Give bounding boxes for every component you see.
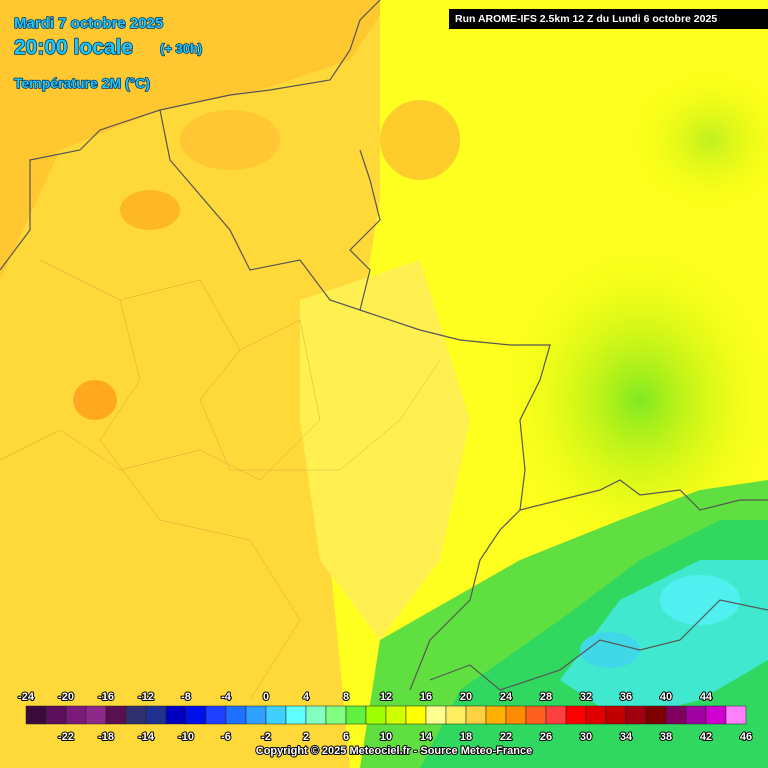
legend-label: 34 bbox=[620, 731, 633, 743]
legend-swatch bbox=[485, 705, 507, 725]
legend-label: 32 bbox=[580, 691, 592, 703]
legend-swatch bbox=[645, 705, 667, 725]
legend-swatch bbox=[385, 705, 407, 725]
legend-label: -24 bbox=[18, 691, 35, 703]
legend-label: -18 bbox=[98, 731, 114, 743]
legend-label: 12 bbox=[380, 691, 392, 703]
legend-label: 38 bbox=[660, 731, 672, 743]
legend-label: -16 bbox=[98, 691, 114, 703]
legend-swatch bbox=[145, 705, 167, 725]
legend-swatch bbox=[285, 705, 307, 725]
legend-swatch bbox=[445, 705, 467, 725]
legend-label: -8 bbox=[181, 691, 191, 703]
legend-swatch bbox=[345, 705, 367, 725]
legend-label: 8 bbox=[343, 691, 349, 703]
legend-label: 4 bbox=[303, 691, 310, 703]
legend-swatch bbox=[505, 705, 527, 725]
legend-label: 22 bbox=[500, 731, 512, 743]
legend-swatch bbox=[165, 705, 187, 725]
legend-swatch bbox=[425, 705, 447, 725]
time: 20:00 locale bbox=[14, 36, 133, 59]
legend-swatch bbox=[185, 705, 207, 725]
legend-swatch bbox=[245, 705, 267, 725]
legend-swatch bbox=[225, 705, 247, 725]
legend-label: 40 bbox=[660, 691, 672, 703]
legend-swatch bbox=[605, 705, 627, 725]
legend-label: -4 bbox=[221, 691, 232, 703]
legend-label: -12 bbox=[138, 691, 154, 703]
legend-swatch bbox=[25, 705, 47, 725]
copyright: Copyright © 2025 Meteociel.fr - Source M… bbox=[256, 745, 532, 757]
legend-swatch bbox=[685, 705, 707, 725]
legend-label: 16 bbox=[420, 691, 432, 703]
legend: -24-22-20-18-16-14-12-10-8-6-4-202468101… bbox=[17, 690, 753, 744]
lead-time: (+ 30h) bbox=[160, 41, 202, 56]
legend-swatch bbox=[265, 705, 287, 725]
legend-swatch bbox=[725, 705, 747, 725]
variable: Température 2M (°C) bbox=[14, 75, 150, 91]
legend-label: 14 bbox=[420, 731, 433, 743]
legend-label: 46 bbox=[740, 731, 752, 743]
legend-swatch bbox=[65, 705, 87, 725]
run-banner bbox=[449, 9, 768, 29]
legend-label: 18 bbox=[460, 731, 472, 743]
legend-label: -20 bbox=[58, 691, 74, 703]
legend-swatch bbox=[205, 705, 227, 725]
legend-swatch bbox=[545, 705, 567, 725]
legend-label: -2 bbox=[261, 731, 271, 743]
legend-label: -10 bbox=[178, 731, 194, 743]
legend-label: 0 bbox=[263, 691, 269, 703]
legend-swatch bbox=[105, 705, 127, 725]
legend-label: 6 bbox=[343, 731, 349, 743]
legend-swatch bbox=[365, 705, 387, 725]
legend-swatch bbox=[585, 705, 607, 725]
legend-swatch bbox=[665, 705, 687, 725]
legend-swatch bbox=[125, 705, 147, 725]
legend-label: -6 bbox=[221, 731, 231, 743]
legend-label: 42 bbox=[700, 731, 712, 743]
legend-swatch bbox=[45, 705, 67, 725]
legend-label: -14 bbox=[138, 731, 155, 743]
legend-swatch bbox=[305, 705, 327, 725]
run-info: Run AROME-IFS 2.5km 12 Z du Lundi 6 octo… bbox=[455, 13, 717, 25]
legend-swatch bbox=[525, 705, 547, 725]
legend-swatch bbox=[85, 705, 107, 725]
legend-label: 44 bbox=[700, 691, 713, 703]
legend-label: 36 bbox=[620, 691, 632, 703]
legend-swatch bbox=[625, 705, 647, 725]
legend-label: 10 bbox=[380, 731, 392, 743]
legend-swatch bbox=[705, 705, 727, 725]
legend-label: 30 bbox=[580, 731, 592, 743]
legend-swatch bbox=[565, 705, 587, 725]
legend-swatch bbox=[465, 705, 487, 725]
legend-label: -22 bbox=[58, 731, 74, 743]
legend-label: 24 bbox=[500, 691, 513, 703]
legend-label: 2 bbox=[303, 731, 309, 743]
legend-label: 26 bbox=[540, 731, 552, 743]
legend-swatch bbox=[405, 705, 427, 725]
legend-label: 28 bbox=[540, 691, 552, 703]
legend-swatch bbox=[325, 705, 347, 725]
date: Mardi 7 octobre 2025 bbox=[14, 15, 163, 32]
legend-label: 20 bbox=[460, 691, 472, 703]
